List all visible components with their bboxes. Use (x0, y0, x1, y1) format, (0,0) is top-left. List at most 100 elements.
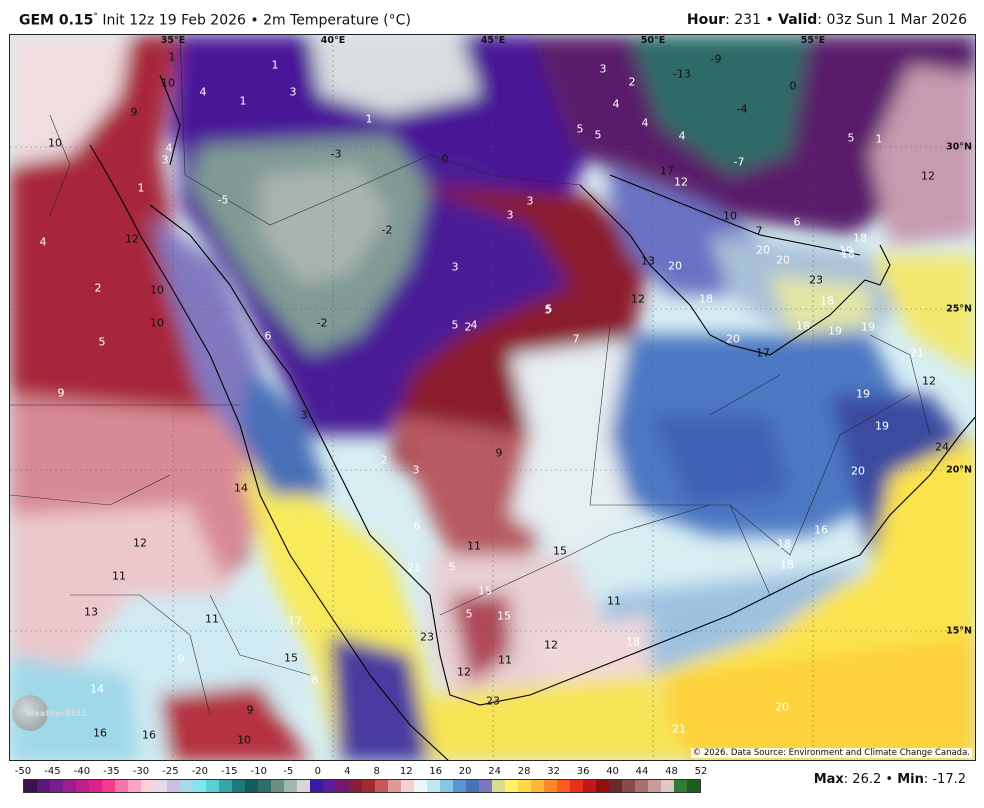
colorbar-segment (141, 780, 154, 792)
temperature-label: 13 (84, 605, 98, 619)
min-value: : -17.2 (923, 772, 966, 787)
colorbar-tick-label: -5 (283, 766, 294, 777)
temperature-label: 20 (668, 259, 682, 273)
temperature-label: 2 (628, 75, 636, 89)
colorbar-segment (193, 780, 206, 792)
colorbar-tick-label: 28 (517, 766, 531, 777)
temperature-label: 6 (413, 519, 421, 533)
colorbar-segment (102, 780, 115, 792)
temperature-label: 6 (793, 215, 801, 229)
colorbar-tick-label: 24 (488, 766, 502, 777)
lat-label-15n: 15°N (946, 625, 972, 637)
temperature-label: 1 (365, 112, 373, 126)
colorbar-segment (232, 780, 245, 792)
temperature-label: -9 (710, 52, 722, 66)
colorbar-tick-label: 16 (429, 766, 443, 777)
colorbar-tick-label: 12 (399, 766, 413, 777)
temperature-label: 19 (839, 244, 853, 258)
temperature-label: 12 (457, 665, 471, 679)
temperature-label: 10 (48, 136, 62, 150)
temperature-label: 4 (612, 97, 620, 111)
colorbar-tick-label: 44 (635, 766, 649, 777)
colorbar-tick-label: 8 (373, 766, 380, 777)
colorbar-segment (479, 780, 492, 792)
temperature-label: 21 (910, 346, 924, 360)
lat-label-25n: 25°N (946, 303, 972, 315)
globe-icon (12, 695, 48, 731)
temperature-label: 5 (594, 128, 602, 142)
colorbar-tick-label: -35 (103, 766, 120, 777)
colorbar-tick-label: 0 (314, 766, 321, 777)
colorbar-tick-labels: -50 -45 -40 -35 -30 -25 -20 -15 -10 -5 0 4 8 12 16 20 24… (15, 766, 708, 778)
temperature-label: 19 (875, 419, 889, 433)
temperature-label: 7 (755, 224, 763, 238)
temperature-label: 9 (130, 105, 138, 119)
temperature-label: 18 (853, 231, 867, 245)
colorbar-tick-label: 40 (606, 766, 619, 777)
temperature-label: 10 (161, 76, 175, 90)
temperature-label: 8 (311, 673, 319, 687)
colorbar-segment (635, 780, 648, 792)
colorbar-segment (180, 780, 193, 792)
hour-value: : 231 • (725, 12, 779, 28)
colorbar-segment (115, 780, 128, 792)
temperature-label: 11 (607, 594, 621, 608)
temperature-label: 6 (264, 329, 272, 343)
temperature-label: 17 (660, 164, 674, 178)
temperature-label: 16 (93, 726, 107, 740)
temperature-label: 20 (776, 253, 790, 267)
temperature-label: 3 (451, 260, 459, 274)
temperature-label: 0 (441, 152, 449, 166)
colorbar-segment (440, 780, 453, 792)
temperature-label: 12 (921, 169, 935, 183)
colorbar-segment (518, 780, 531, 792)
temperature-label: 3 (526, 194, 534, 208)
temperature-label: 11 (112, 569, 126, 583)
temperature-label: 23 (809, 273, 823, 287)
colorbar-tick-label: 48 (665, 766, 678, 777)
temperature-label: 18 (777, 537, 791, 551)
model-label: GEM 0.15 (19, 12, 94, 29)
colorbar-tick-label: -40 (73, 766, 91, 777)
colorbar-tick-label: 52 (694, 766, 708, 777)
colorbar-tick-label: -45 (44, 766, 61, 777)
colorbar-tick-label: 36 (576, 766, 590, 777)
colorbar-segment (453, 780, 466, 792)
degree-symbol: ° (93, 12, 98, 22)
temperature-label: 5 (544, 303, 552, 317)
temperature-label: 1 (137, 181, 145, 195)
colorbar-tick-label: -15 (221, 766, 238, 777)
colorbar-segment (154, 780, 167, 792)
colorbar-segment (544, 780, 557, 792)
max-label: Max (813, 772, 844, 787)
colorbar-segment (349, 780, 362, 792)
temperature-label: 4 (678, 129, 686, 143)
temperature-label: 3 (289, 85, 297, 99)
temperature-label: 20 (756, 243, 770, 257)
temperature-label: 5 (465, 607, 473, 621)
temperature-label: 5 (448, 560, 456, 574)
colorbar-segment (297, 780, 310, 792)
temperature-label: 12 (922, 374, 936, 388)
colorbar-segment (414, 780, 427, 792)
temperature-label: 5 (847, 131, 855, 145)
colorbar-segment (375, 780, 388, 792)
temperature-label: 2 (380, 453, 388, 467)
temperature-label: 12 (674, 175, 688, 189)
lon-label-50e: 50°E (640, 35, 666, 46)
temperature-map[interactable]: 35°E 40°E 45°E 50°E 55°E 30°N 25°N 20°N … (9, 34, 976, 761)
temperature-label: -5 (217, 193, 229, 207)
lat-label-20n: 20°N (946, 464, 972, 476)
lat-label-30n: 30°N (946, 141, 972, 153)
colorbar-segment (492, 780, 505, 792)
watermark-text: WeatherBELL (26, 709, 88, 718)
lon-label-45e: 45°E (480, 35, 506, 46)
colorbar-segment (167, 780, 180, 792)
temperature-label: 12 (125, 232, 139, 246)
colorbar-segment (89, 780, 102, 792)
temperature-label: 9 (246, 703, 254, 717)
temperature-label: 4 (39, 235, 47, 249)
temperature-label: 18 (699, 292, 713, 306)
temperature-label: 18 (780, 558, 794, 572)
